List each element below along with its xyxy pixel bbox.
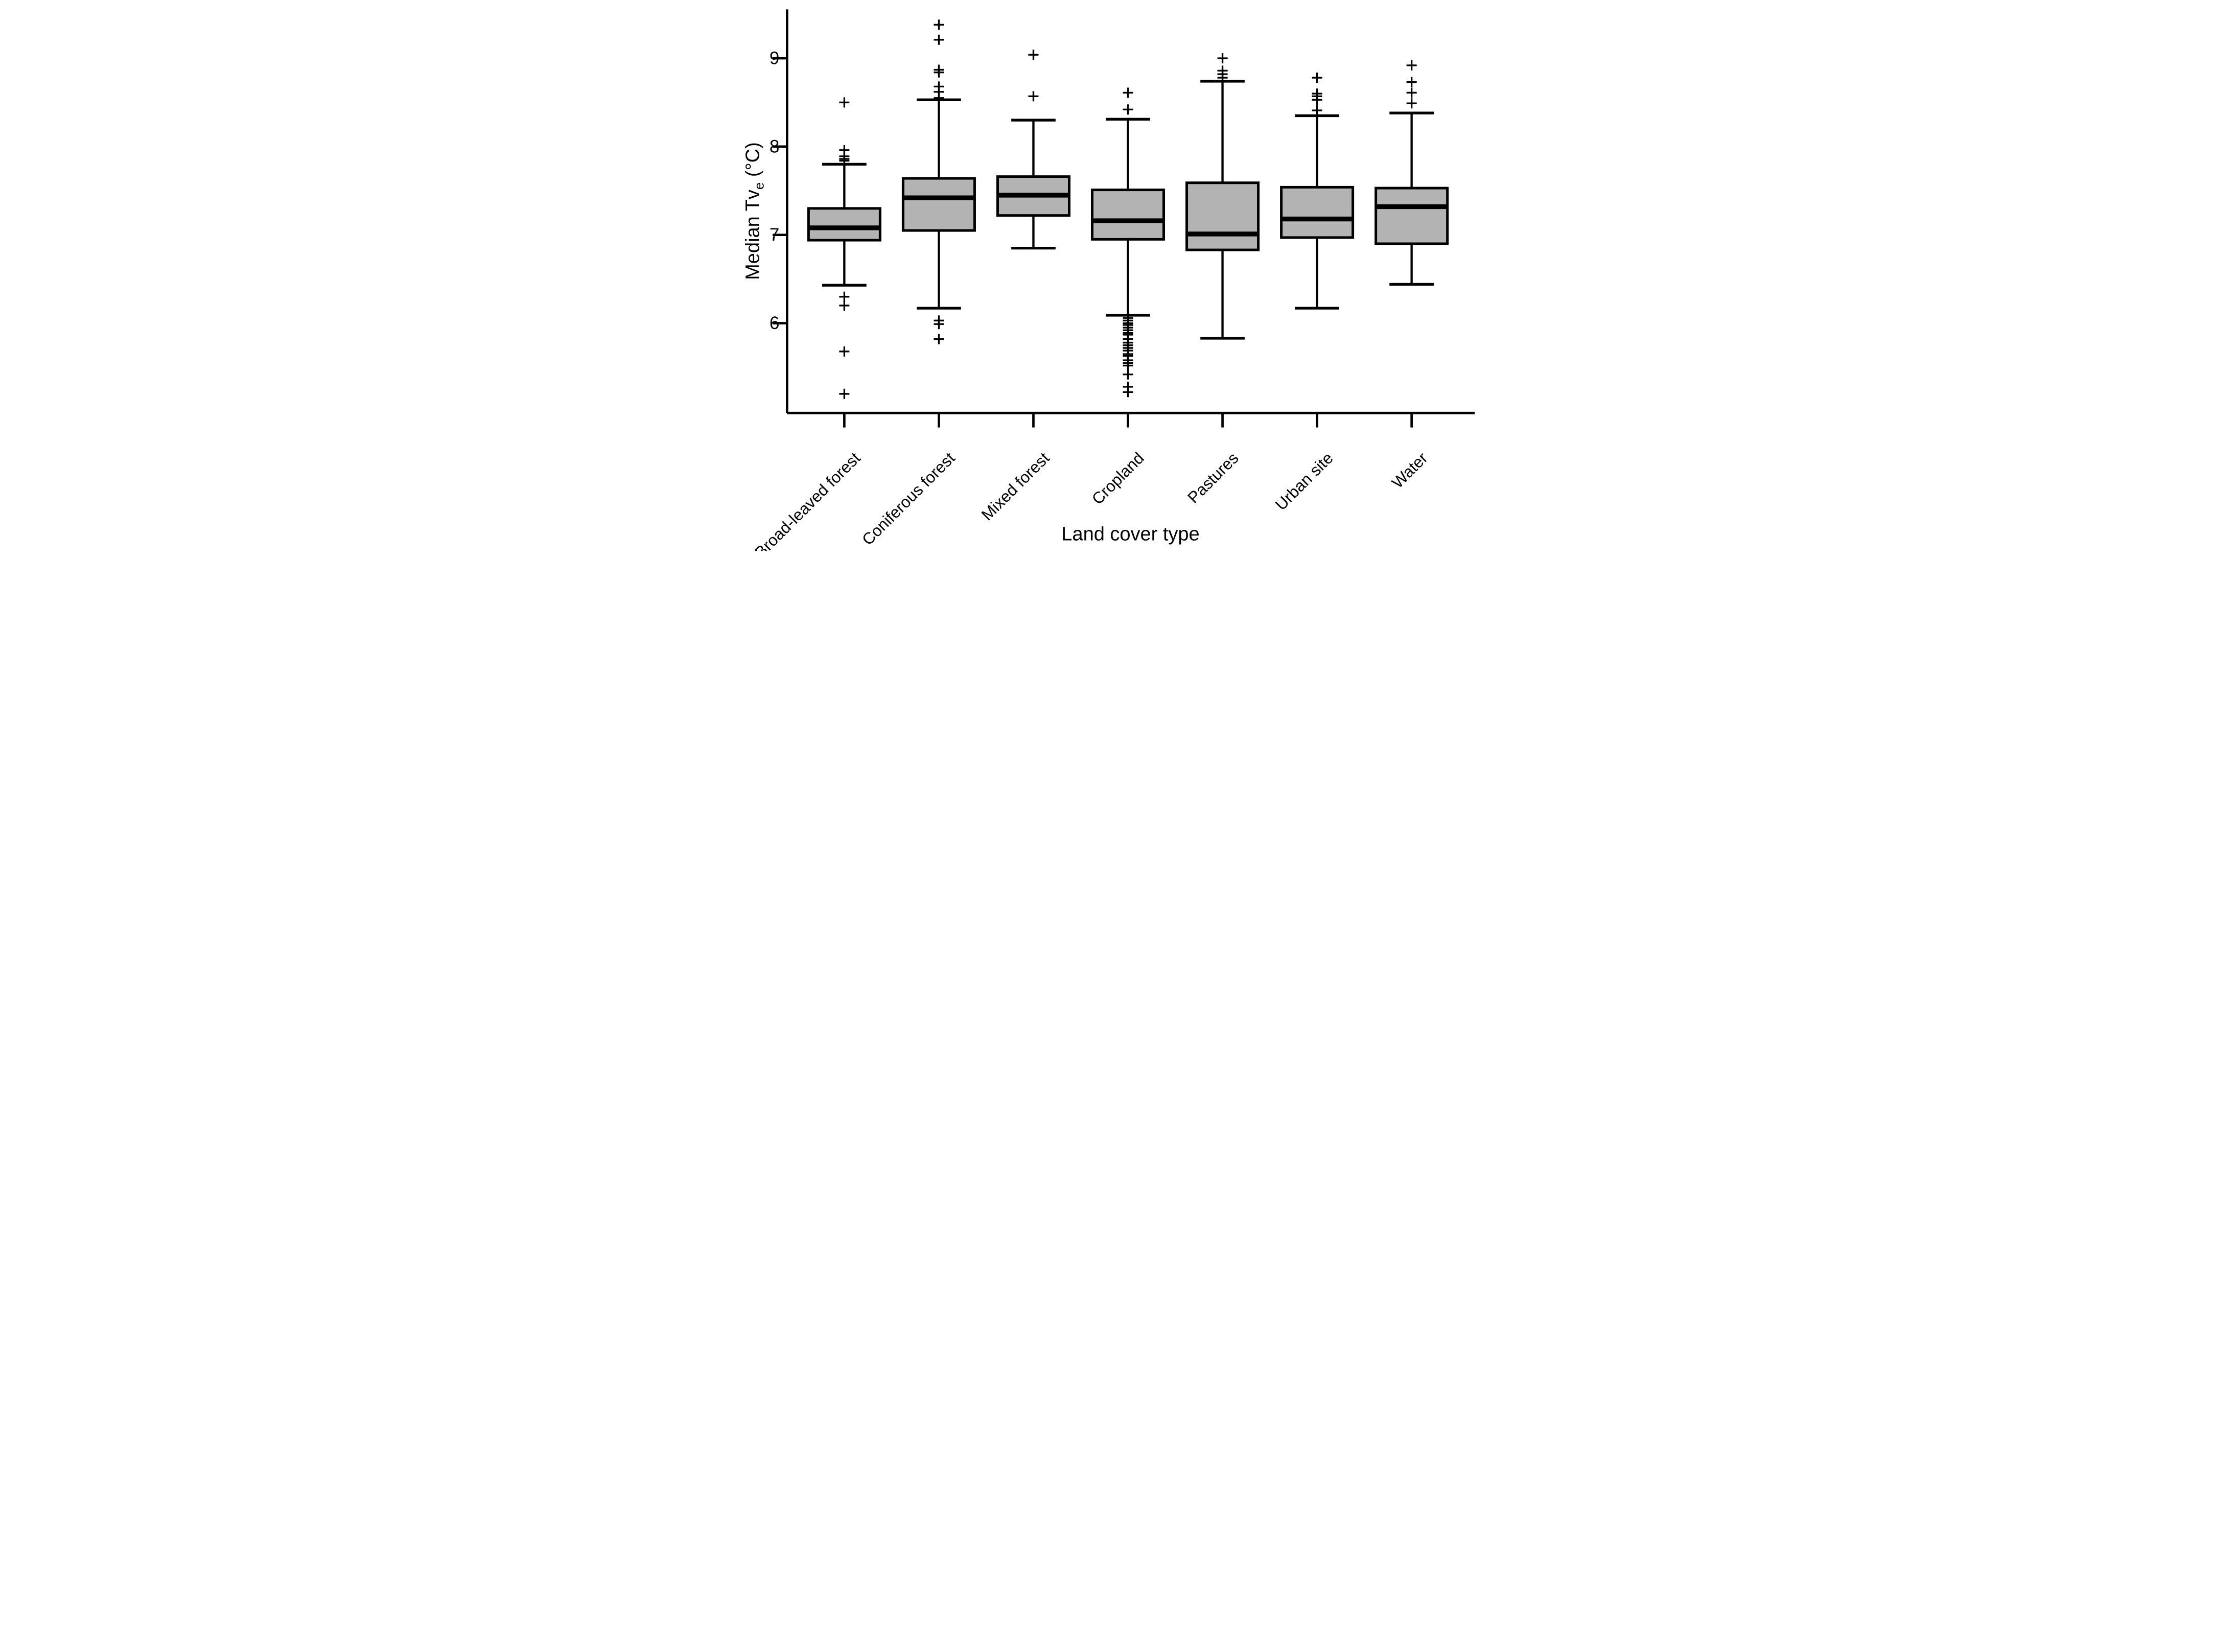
box-group-mixed-forest [996,50,1070,250]
category-label-7: Water [1388,449,1431,492]
iqr-box [1090,189,1165,241]
y-axis-title-unit: (°C) [742,142,764,182]
iqr-box [901,177,976,232]
category-label-5: Pastures [1184,449,1242,507]
y-tick-label: 7 [769,225,779,245]
iqr-box [1374,187,1449,245]
y-tick-label: 8 [769,136,779,156]
category-label-6: Urban site [1271,449,1336,514]
y-axis-title: Median Tve (°C) [742,142,767,280]
category-label-3: Mixed forest [977,449,1053,524]
category-label-1: Broad-leaved forest [751,449,864,551]
category-label-2: Coniferous forest [858,449,958,549]
box-group-water [1374,60,1449,286]
box-group-cropland [1090,87,1165,398]
y-axis-title-main: Median Tv [742,190,764,280]
box-group-broad-leaved-forest [807,97,881,399]
box-group-coniferous-forest [901,19,976,344]
y-axis-title-subscript: e [751,182,766,190]
box-group-urban-site [1279,73,1354,310]
category-label-4: Cropland [1088,449,1147,508]
y-tick-label: 6 [769,313,779,333]
boxplot-figure: 9 8 7 6 Broad-leaved forest Coniferous forest… [737,0,1476,551]
box-group-pastures [1185,53,1260,340]
y-tick-label: 9 [769,49,779,68]
x-axis-title: Land cover type [1061,523,1200,545]
iqr-box [807,207,881,242]
iqr-box [1185,181,1260,251]
iqr-box [1279,185,1354,239]
